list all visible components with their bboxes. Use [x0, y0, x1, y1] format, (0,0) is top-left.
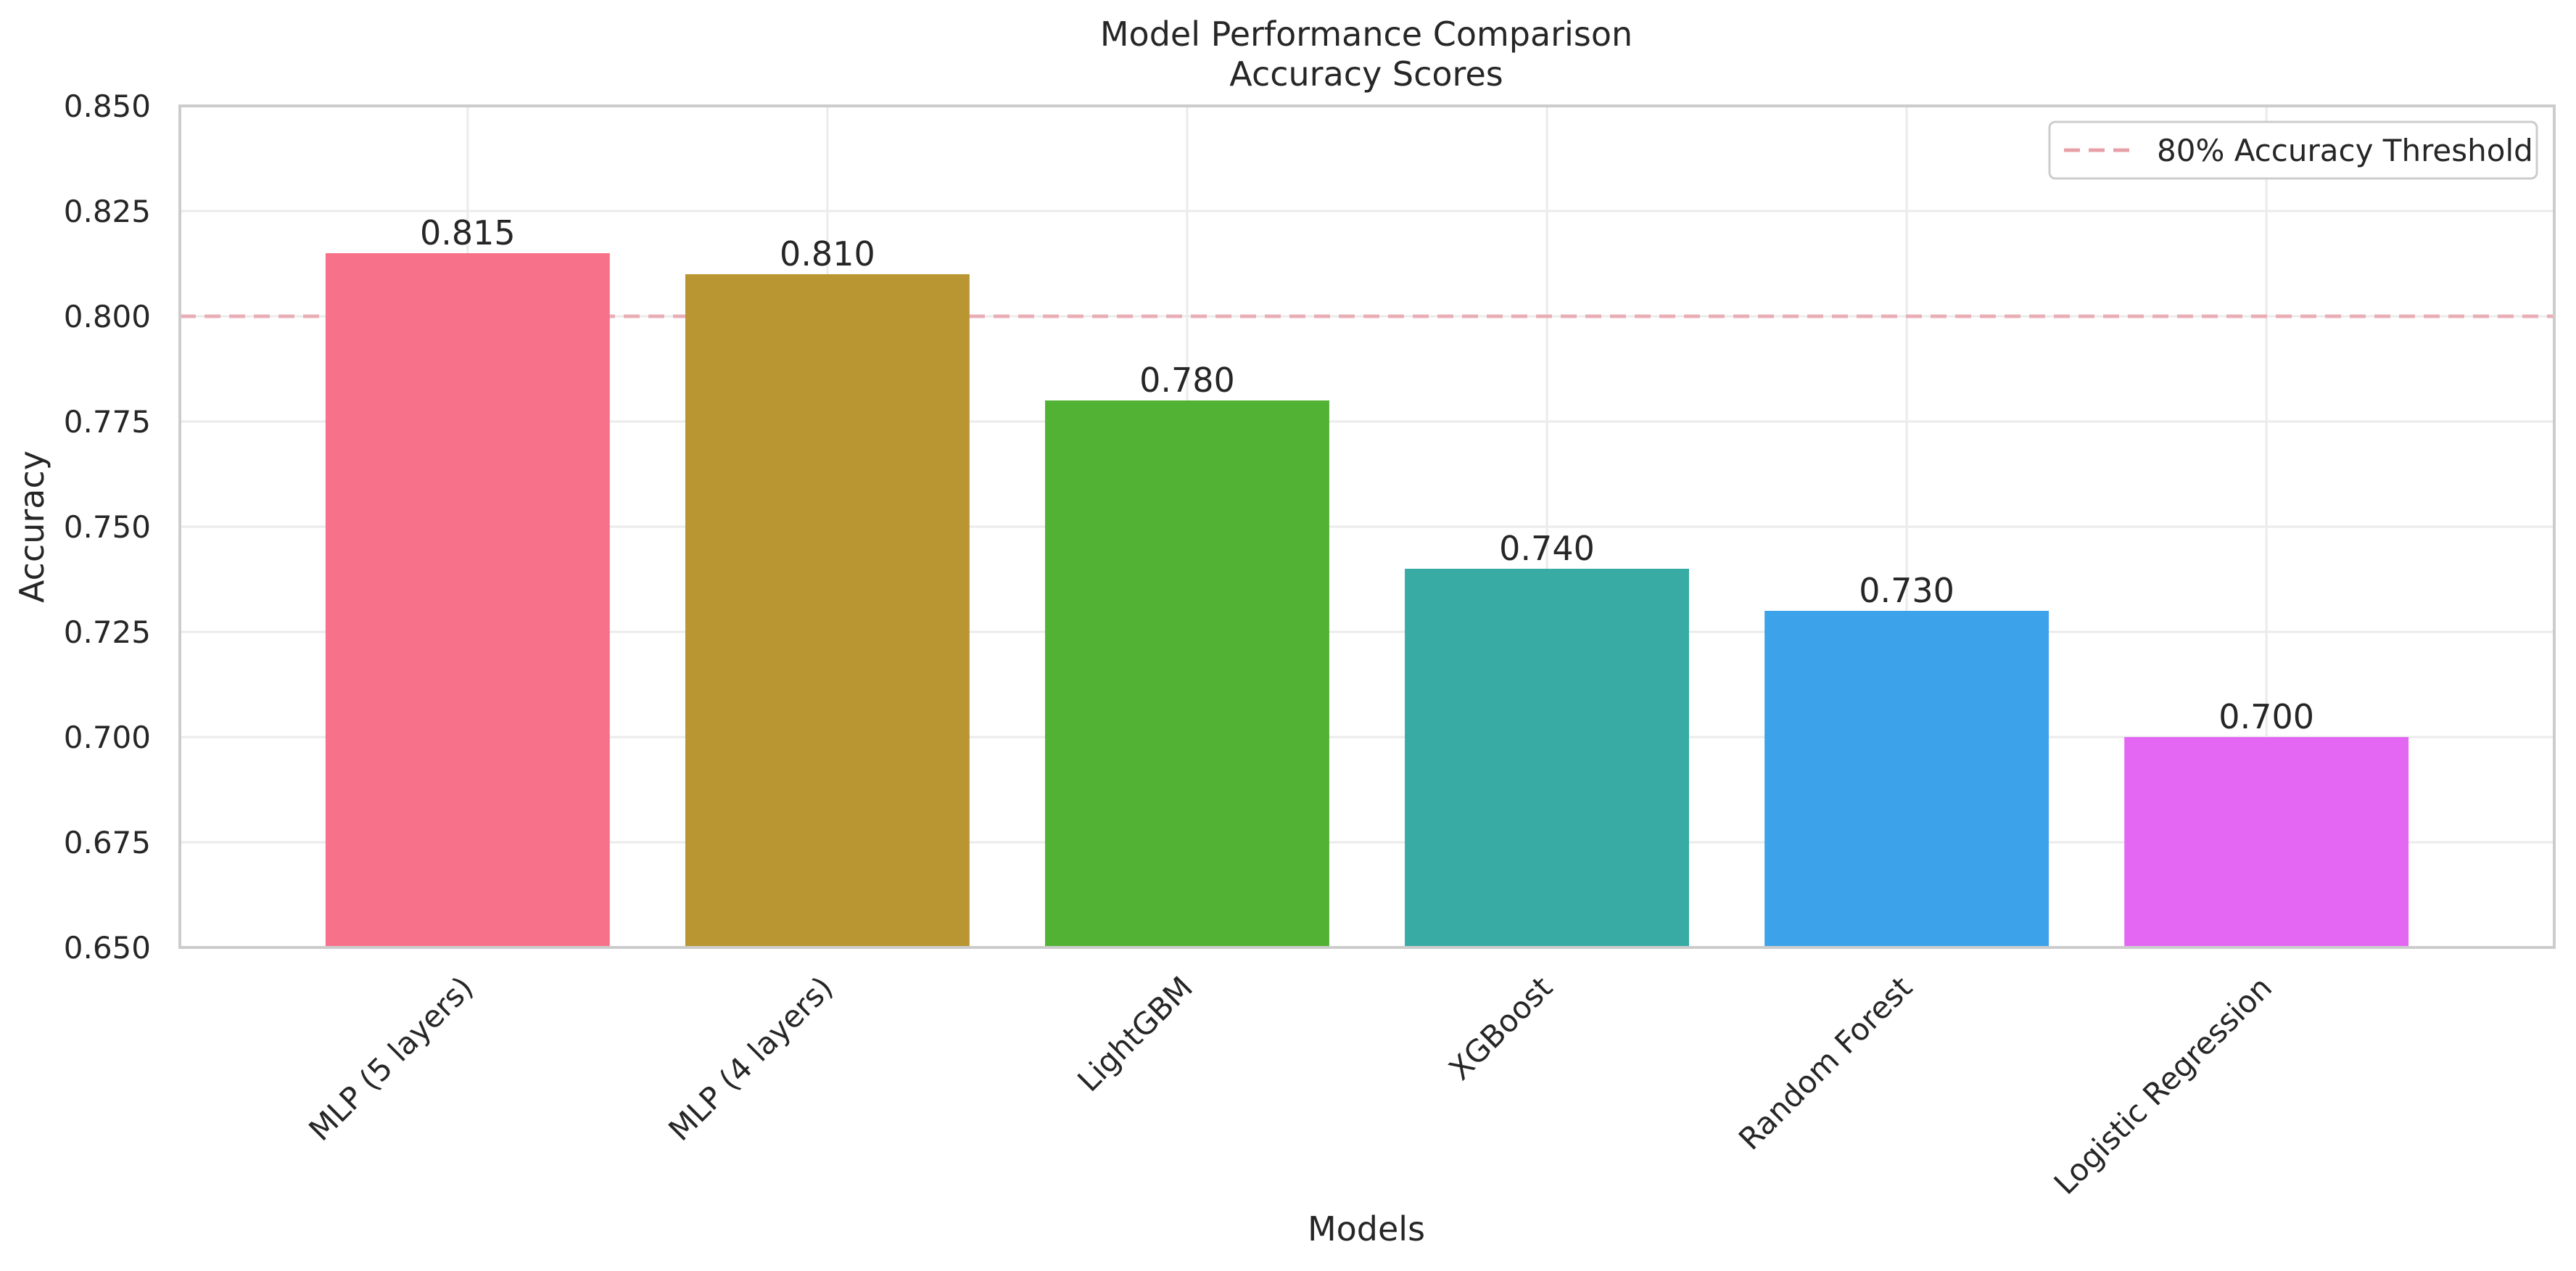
bar-value-label-5: 0.700: [2218, 697, 2314, 736]
bar-value-label-2: 0.780: [1139, 361, 1235, 400]
y-tick-label-8: 0.850: [64, 89, 151, 124]
bar-1: [685, 274, 970, 947]
y-tick-label-2: 0.700: [64, 720, 151, 755]
y-tick-label-7: 0.825: [64, 194, 151, 229]
bar-value-labels: 0.815 0.810 0.780 0.740 0.730 0.700: [420, 213, 2314, 736]
bars: [325, 253, 2409, 947]
y-tick-label-1: 0.675: [64, 825, 151, 860]
y-tick-label-6: 0.800: [64, 299, 151, 334]
chart-title: Model Performance Comparison: [1100, 15, 1632, 54]
chart-subtitle: Accuracy Scores: [1229, 54, 1503, 94]
bar-5: [2124, 737, 2409, 947]
plot-frame: [178, 104, 2556, 949]
bar-value-label-3: 0.740: [1499, 529, 1595, 568]
bar-value-label-0: 0.815: [420, 213, 516, 252]
legend-box: [2048, 120, 2538, 180]
y-tick-labels: 0.650 0.675 0.700 0.725 0.750 0.775 0.800 0.825…: [64, 89, 151, 966]
legend: 80% Accuracy Threshold: [2048, 120, 2538, 180]
y-tick-label-0: 0.650: [64, 930, 151, 966]
bar-3: [1405, 569, 1689, 947]
bar-value-label-1: 0.810: [780, 234, 875, 273]
bar-0: [325, 253, 610, 947]
bar-2: [1045, 400, 1329, 947]
x-axis-label: Models: [1308, 1209, 1425, 1249]
y-tick-label-4: 0.750: [64, 509, 151, 545]
bar-4: [1764, 611, 2049, 947]
legend-threshold-label: 80% Accuracy Threshold: [2157, 133, 2533, 168]
y-axis-label: Accuracy: [12, 451, 51, 603]
y-tick-label-3: 0.725: [64, 614, 151, 650]
bar-value-label-4: 0.730: [1859, 571, 1954, 610]
y-tick-label-5: 0.775: [64, 404, 151, 440]
